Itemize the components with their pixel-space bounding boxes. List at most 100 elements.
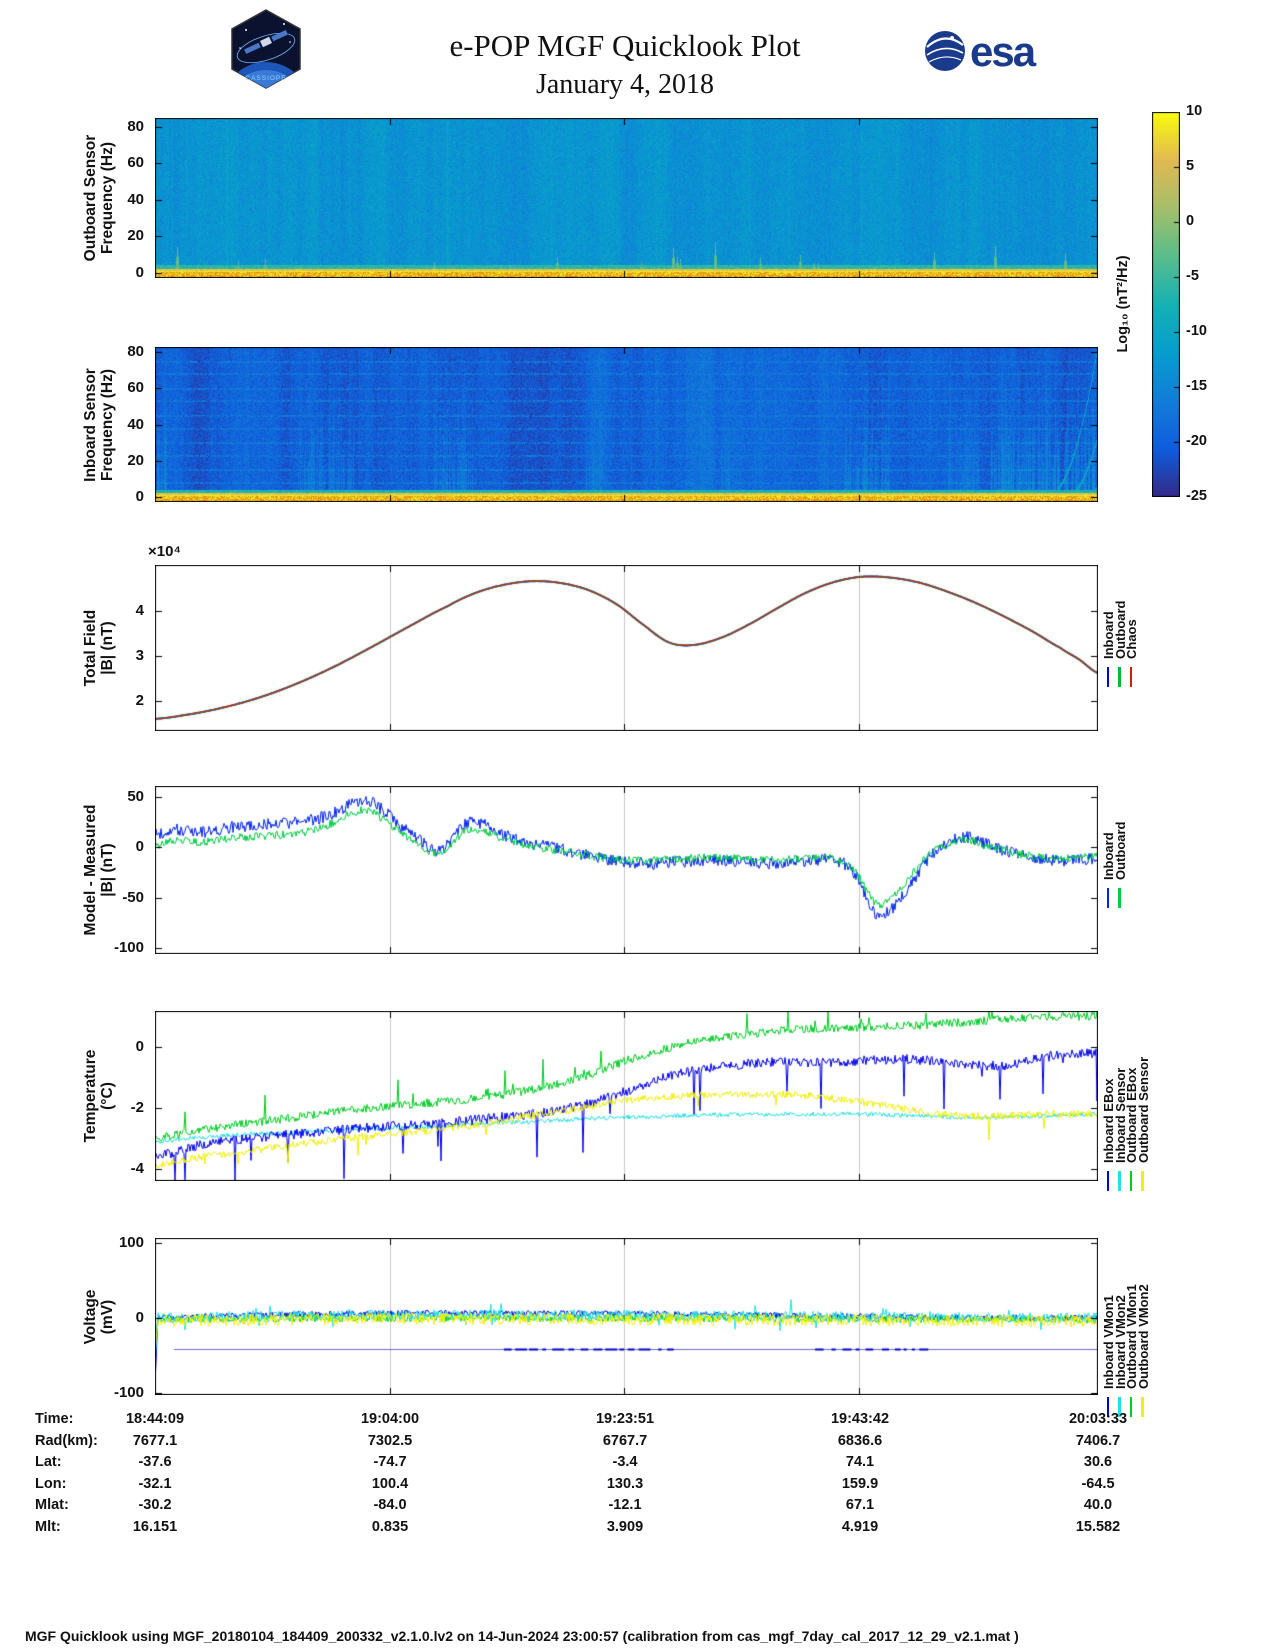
- colorbar-tick-label: 0: [1186, 213, 1195, 229]
- ephemeris-value: -37.6: [138, 1454, 172, 1471]
- temperature-plot-canvas: [155, 1011, 1098, 1181]
- total-field-plot-canvas: [155, 565, 1098, 731]
- ephemeris-value: 159.9: [841, 1475, 879, 1492]
- y-tick-label: -50: [122, 888, 144, 906]
- legend-label: Outboard: [1112, 821, 1128, 881]
- legend-marker: [1106, 888, 1109, 908]
- ephemeris-value: 100.4: [371, 1475, 409, 1492]
- colorbar-tick-label: -20: [1186, 433, 1207, 449]
- ephemeris-value: 15.582: [1075, 1519, 1121, 1535]
- colorbar-tick-label: -15: [1186, 378, 1207, 394]
- ephemeris-row-label: Time:: [35, 1411, 74, 1427]
- orbit-ellipse: [236, 32, 296, 64]
- ephemeris-value: -74.7: [373, 1454, 407, 1471]
- ephemeris-value: 0.835: [371, 1519, 409, 1535]
- ephemeris-value: 20:03:33: [1068, 1411, 1128, 1427]
- colorbar-tick-label: -5: [1186, 268, 1199, 284]
- y-tick-label: 40: [127, 190, 144, 208]
- ephemeris-value: 4.919: [841, 1519, 879, 1535]
- ephemeris-value: 6767.7: [602, 1432, 648, 1449]
- ephemeris-value: 7406.7: [1075, 1432, 1121, 1449]
- ephemeris-value: 7677.1: [132, 1432, 178, 1449]
- legend-marker: [1118, 667, 1121, 687]
- cassiope-logo: CASSIOPE: [231, 9, 301, 89]
- colorbar-tick-label: -10: [1186, 323, 1207, 339]
- colorbar-label: Log₁₀ (nT²/Hz): [1115, 255, 1131, 353]
- satellite-icon: [244, 30, 288, 54]
- legend-marker: [1106, 667, 1109, 687]
- y-tick-label: 60: [127, 154, 144, 172]
- y-tick-label: 0: [135, 487, 144, 505]
- y-tick-label: -2: [130, 1099, 144, 1117]
- y-tick-label: -100: [113, 1383, 144, 1401]
- legend-marker: [1141, 1397, 1144, 1417]
- y-tick-label: 50: [127, 788, 144, 806]
- y-tick-label: 20: [127, 451, 144, 469]
- outboard-spectrogram-canvas: [155, 118, 1098, 278]
- colorbar-tick-label: -25: [1186, 488, 1207, 504]
- ephemeris-value: -30.2: [138, 1497, 172, 1514]
- legend-label: Outboard Sensor: [1135, 1056, 1151, 1163]
- inboard-spectrogram-canvas: [155, 347, 1098, 502]
- ephemeris-value: 19:23:51: [595, 1411, 655, 1427]
- ephemeris-row-label: Rad(km):: [35, 1432, 98, 1449]
- ephemeris-value: 16.151: [132, 1519, 178, 1535]
- y-tick-label: 20: [127, 227, 144, 245]
- ephemeris-value: 67.1: [845, 1497, 875, 1514]
- legend-label: Chaos: [1124, 619, 1139, 659]
- y-tick-label: 0: [135, 1308, 144, 1326]
- legend-label: Outboard VMon2: [1135, 1284, 1151, 1389]
- ephemeris-value: -3.4: [612, 1454, 638, 1471]
- y-tick-label: 0: [135, 263, 144, 281]
- ephemeris-value: 6836.6: [837, 1432, 883, 1449]
- legend-marker: [1106, 1171, 1109, 1191]
- y-tick-label: 2: [135, 691, 144, 709]
- y-tick-label: 80: [127, 343, 144, 361]
- colorbar-tick-label: 10: [1186, 103, 1203, 119]
- y-tick-label: 80: [127, 118, 144, 136]
- y-tick-label: 0: [135, 838, 144, 856]
- esa-logo: esa: [925, 28, 1039, 75]
- ephemeris-row-label: Lon:: [35, 1475, 67, 1492]
- y-tick-label: 40: [127, 415, 144, 433]
- esa-logo-text: esa: [970, 28, 1037, 75]
- legend-marker: [1129, 1171, 1132, 1191]
- cassiope-logo-text: CASSIOPE: [245, 75, 286, 82]
- y-tick-label: 100: [118, 1234, 144, 1252]
- legend-marker: [1129, 1397, 1132, 1417]
- ephemeris-value: 130.3: [606, 1475, 644, 1492]
- ephemeris-value: 18:44:09: [125, 1411, 185, 1427]
- ephemeris-value: -84.0: [373, 1497, 407, 1514]
- ephemeris-row-label: Mlat:: [35, 1497, 69, 1514]
- ephemeris-row-label: Mlt:: [35, 1519, 61, 1535]
- legend-marker: [1106, 1397, 1109, 1417]
- ephemeris-value: 30.6: [1083, 1454, 1113, 1471]
- header-titles: e-POP MGF Quicklook Plot January 4, 2018: [0, 28, 1250, 101]
- ephemeris-value: -12.1: [608, 1497, 642, 1514]
- axis-exponent-label: ×10⁴: [148, 543, 181, 560]
- legend-marker: [1141, 1171, 1144, 1191]
- y-tick-label: -4: [130, 1160, 144, 1178]
- ephemeris-value: 19:43:42: [830, 1411, 890, 1427]
- ephemeris-value: 3.909: [606, 1519, 644, 1535]
- ephemeris-value: 74.1: [845, 1454, 875, 1471]
- y-tick-label: 4: [135, 601, 144, 619]
- colorbar-tick-label: 5: [1186, 158, 1195, 174]
- model-measured-plot-canvas: [155, 786, 1098, 954]
- legend-marker: [1129, 667, 1132, 687]
- y-tick-label: 3: [135, 646, 144, 664]
- legend-marker: [1118, 1397, 1121, 1417]
- ephemeris-value: 7302.5: [367, 1432, 413, 1449]
- ephemeris-value: -32.1: [138, 1475, 172, 1492]
- legend-marker: [1118, 888, 1121, 908]
- y-tick-label: 0: [135, 1038, 144, 1055]
- ephemeris-value: 19:04:00: [360, 1411, 420, 1427]
- footer-note: MGF Quicklook using MGF_20180104_184409_…: [25, 1628, 1019, 1644]
- voltage-plot-canvas: [155, 1238, 1098, 1395]
- ephemeris-value: 40.0: [1083, 1497, 1113, 1514]
- ephemeris-row-label: Lat:: [35, 1454, 62, 1471]
- y-tick-label: 60: [127, 379, 144, 397]
- colorbar-canvas: [1152, 112, 1180, 497]
- plot-date: January 4, 2018: [535, 69, 715, 100]
